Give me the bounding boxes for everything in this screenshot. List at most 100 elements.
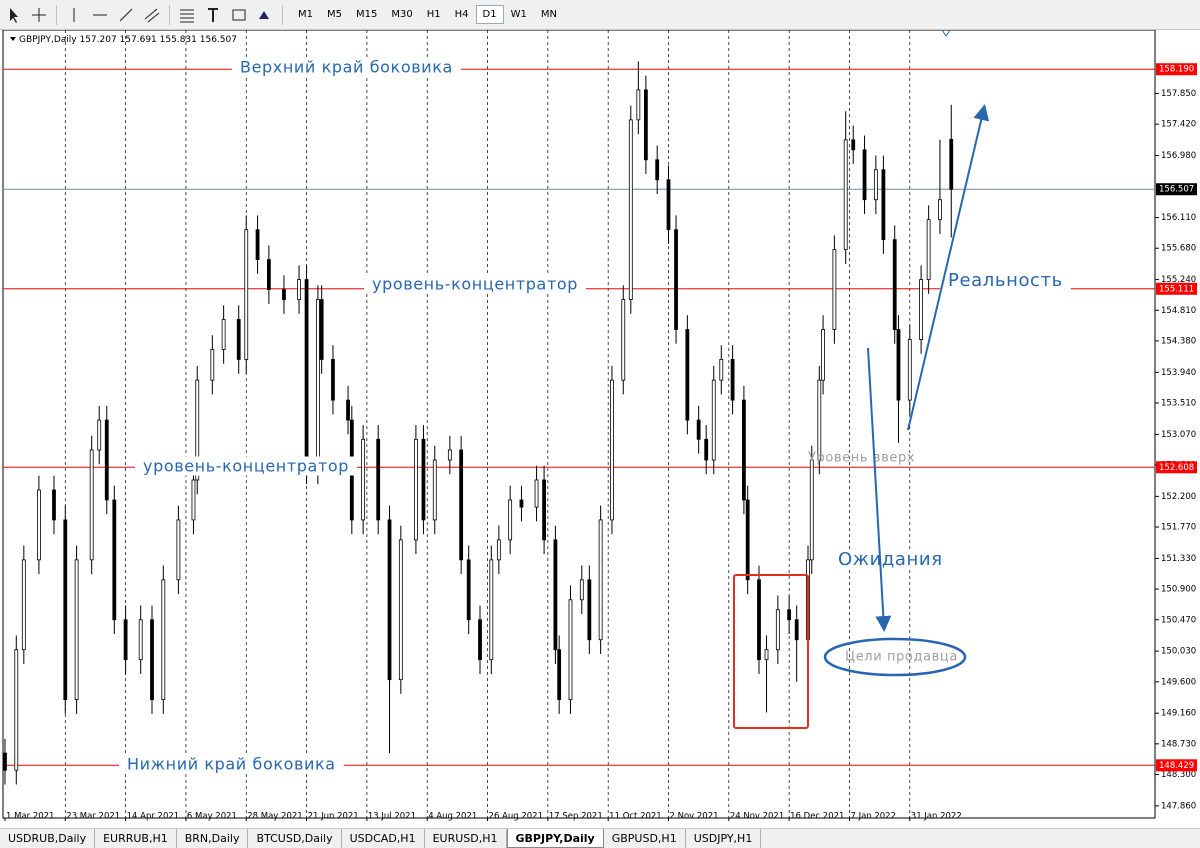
- y-tick-label: 149.160: [1161, 709, 1196, 719]
- candle-body: [496, 539, 501, 561]
- candle-body: [459, 449, 464, 561]
- candle-body: [478, 619, 482, 661]
- candle-body: [3, 752, 7, 771]
- candle-body: [346, 399, 350, 421]
- candle-body: [685, 329, 690, 421]
- symbol-tab[interactable]: EURUSD,H1: [425, 829, 507, 848]
- x-tick-label: 28 May 2021: [247, 812, 302, 822]
- trendline-tool[interactable]: [115, 5, 137, 25]
- expectation-arrow: [867, 347, 892, 632]
- crosshair-tool[interactable]: [28, 5, 50, 25]
- annotation-bg: [364, 274, 587, 294]
- candle-body: [74, 559, 79, 701]
- candle-body: [447, 449, 452, 461]
- candle-body: [821, 329, 825, 381]
- annotation-bg: [135, 456, 358, 476]
- candle-body: [191, 479, 196, 521]
- candle-body: [621, 299, 626, 381]
- annotation-bg: [232, 57, 461, 77]
- timeframe-button[interactable]: H4: [454, 9, 469, 20]
- candle-body: [304, 279, 309, 471]
- candle-body: [255, 229, 260, 261]
- highlight-box: [733, 574, 809, 729]
- candle-body: [123, 619, 128, 661]
- candle-body: [195, 379, 200, 481]
- y-tick-label: 147.860: [1161, 801, 1196, 811]
- candle-body: [851, 139, 856, 151]
- x-tick-label: 26 Aug 2021: [489, 812, 543, 822]
- candle-body: [579, 579, 584, 601]
- candle-body: [775, 609, 780, 651]
- candle-body: [508, 499, 513, 541]
- y-tick-label: 151.330: [1161, 554, 1196, 564]
- annotation-bg: [830, 549, 951, 570]
- y-tick-label: 155.680: [1161, 244, 1196, 254]
- timeframes: M1 M5 M15 M30 H1 H4 D1 W1 MN: [291, 5, 564, 24]
- toolbar: M1 M5 M15 M30 H1 H4 D1 W1 MN: [0, 0, 1200, 30]
- candle-body: [666, 179, 671, 231]
- high: 157.691: [120, 35, 157, 45]
- candle-body: [466, 559, 471, 621]
- y-tick-label: 154.380: [1161, 336, 1196, 346]
- fibo-tool[interactable]: [176, 5, 198, 25]
- cursor-tool[interactable]: [2, 5, 24, 25]
- annotation: Уровень вверх: [808, 451, 915, 466]
- shift-marker: [941, 29, 951, 37]
- candle-body: [745, 499, 750, 581]
- price-line-tag: [1156, 183, 1197, 196]
- x-tick-label: 11 Oct 2021: [609, 812, 662, 822]
- annotation-bg: [119, 754, 344, 774]
- header-icon: [10, 37, 16, 41]
- candle-body: [244, 229, 249, 360]
- symbol-tab[interactable]: BTCUSD,Daily: [248, 829, 342, 848]
- candle-body: [542, 479, 546, 541]
- candle-body: [266, 259, 271, 290]
- candle-body: [610, 379, 614, 521]
- vline-tool[interactable]: [63, 5, 85, 25]
- annotation: Реальность: [948, 270, 1063, 291]
- timeframe-button[interactable]: H1: [426, 9, 441, 20]
- annotation: Верхний край боковика: [240, 58, 453, 77]
- y-tick-label: 152.200: [1161, 492, 1196, 502]
- y-tick-label: 150.900: [1161, 585, 1196, 595]
- annotation: уровень-концентратор: [143, 457, 349, 476]
- arrows-tool[interactable]: [254, 5, 276, 25]
- text-tool[interactable]: [202, 5, 224, 25]
- timeframe-button[interactable]: M15: [356, 9, 378, 20]
- timeframe-button[interactable]: M5: [327, 9, 342, 20]
- channel-tool[interactable]: [141, 5, 163, 25]
- symbol-tab[interactable]: EURRUB,H1: [95, 829, 177, 848]
- symbol-tab[interactable]: USDJPY,H1: [686, 829, 762, 848]
- y-tick-label: 150.030: [1161, 647, 1196, 657]
- candle-body: [817, 379, 822, 461]
- candle-body: [112, 499, 117, 621]
- x-tick-label: 21 Jun 2021: [308, 812, 359, 822]
- symbol-tab[interactable]: USDCAD,H1: [342, 829, 425, 848]
- candle-body: [421, 438, 426, 521]
- symbol: GBPJPY,Daily: [19, 35, 77, 45]
- x-tick-label: 1 Mar 2021: [6, 812, 54, 822]
- timeframe-button[interactable]: M30: [391, 9, 413, 20]
- level-line-tag: [1156, 63, 1197, 76]
- timeframe-button[interactable]: MN: [540, 9, 557, 20]
- candle-body: [919, 279, 923, 340]
- symbol-tab[interactable]: USDRUB,Daily: [0, 829, 96, 848]
- label-tool[interactable]: [228, 5, 250, 25]
- chart-header: GBPJPY,Daily 157.207 157.691 155.831 156…: [19, 35, 237, 45]
- symbol-tab[interactable]: GBPUSD,H1: [604, 829, 686, 848]
- y-tick-label: 149.600: [1161, 677, 1196, 687]
- timeframe-button[interactable]: D1: [475, 5, 504, 24]
- y-tick-label: 153.940: [1161, 368, 1196, 378]
- close: 156.507: [200, 35, 237, 45]
- symbol-tab[interactable]: GBPJPY,Daily: [506, 829, 604, 848]
- candle-body: [896, 329, 901, 401]
- hline-tool[interactable]: [89, 5, 111, 25]
- candle-body: [534, 479, 539, 508]
- timeframe-button[interactable]: W1: [510, 9, 527, 20]
- x-tick-label: 7 Jan 2022: [850, 812, 896, 822]
- level-line-label: 158.190: [1159, 65, 1194, 75]
- symbol-tab[interactable]: BRN,Daily: [177, 829, 249, 848]
- x-tick-label: 23 Mar 2021: [66, 812, 120, 822]
- candle-body: [319, 299, 324, 360]
- timeframe-button[interactable]: M1: [298, 9, 313, 20]
